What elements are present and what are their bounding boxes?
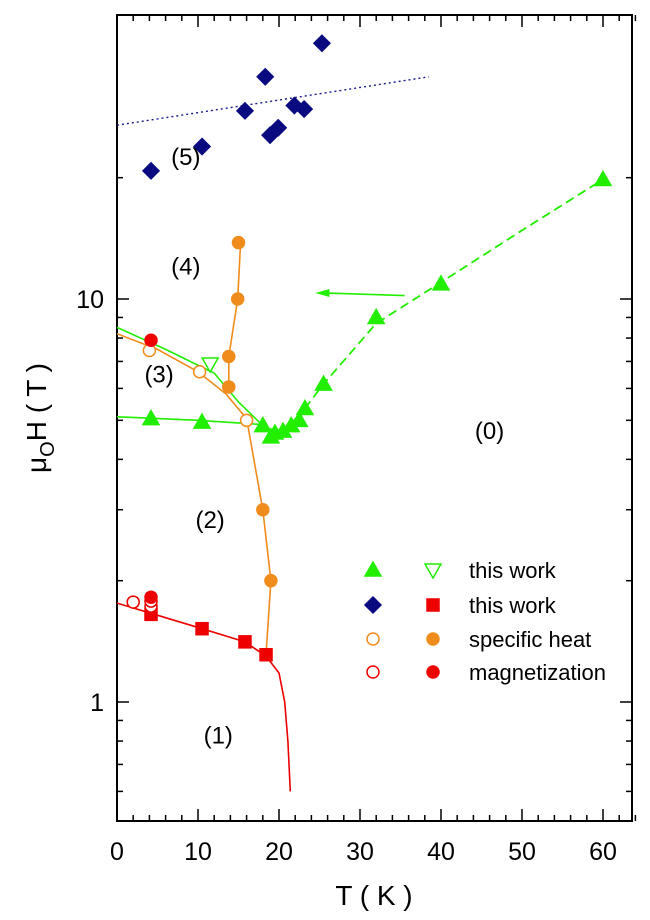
data-markers: [126, 34, 613, 662]
diamond-marker: [295, 100, 314, 119]
legend-marker: [366, 632, 380, 646]
legend-marker: [426, 665, 440, 679]
region-label: (1): [204, 722, 233, 749]
circle-marker: [192, 364, 207, 379]
diamond-marker: [235, 101, 255, 120]
diamond-marker: [192, 137, 212, 156]
region-label: (0): [475, 418, 504, 445]
circle-marker: [222, 349, 236, 364]
plot-frame: [116, 14, 633, 822]
arrow-head: [315, 288, 330, 297]
legend-marker: [366, 665, 380, 679]
phase-line-solid: [228, 236, 242, 387]
legend-label: this work: [469, 558, 557, 583]
region-label: (3): [144, 362, 173, 389]
circle-marker: [230, 292, 245, 306]
x-axis-label: T ( K ): [335, 880, 412, 911]
circle-marker: [126, 595, 140, 609]
y-tick-label: 10: [76, 286, 104, 314]
legend-label: specific heat: [469, 627, 591, 652]
legend-label: magnetization: [469, 660, 606, 685]
square-marker: [259, 647, 273, 662]
triangle-up-marker: [141, 409, 161, 426]
phase-line-solid: [117, 332, 272, 655]
y-axis-label: μOH ( T ): [21, 363, 59, 473]
legend: this work this work specific heat magnetiza…: [363, 558, 606, 685]
legend-marker: [426, 598, 440, 612]
triangle-up-marker: [593, 169, 613, 187]
circle-marker: [231, 235, 246, 250]
x-tick-label: 10: [184, 838, 212, 866]
region-label: (5): [171, 144, 200, 171]
y-axis-label-sub: O: [37, 441, 59, 457]
x-tick-label: 30: [346, 838, 374, 866]
legend-label: this work: [469, 593, 557, 618]
arrow-shaft: [323, 292, 405, 297]
triangle-up-marker: [289, 410, 309, 428]
region-label: (2): [195, 507, 224, 534]
triangle-up-marker: [431, 274, 451, 291]
x-tick-label: 60: [589, 838, 617, 866]
y-axis-label-mu: μ: [21, 457, 52, 473]
axis-ticks: 0 10 20 30 40 50 60 1 10: [76, 15, 637, 866]
region-labels: (0) (1) (2) (3) (4) (5): [144, 144, 504, 749]
x-tick-label: 0: [110, 838, 124, 866]
y-tick-label: 1: [90, 689, 104, 717]
circle-marker: [264, 573, 278, 588]
circle-marker: [239, 413, 254, 428]
diamond-marker: [312, 34, 331, 53]
y-axis-label-rest: H ( T ): [21, 363, 52, 441]
triangle-up-marker: [314, 374, 333, 391]
triangle-up-marker: [253, 416, 273, 433]
triangle-up-marker: [295, 398, 315, 416]
triangle-up-marker: [192, 412, 212, 429]
x-tick-label: 50: [508, 838, 536, 866]
x-tick-label: 40: [427, 838, 455, 866]
triangle-down-marker: [200, 357, 220, 374]
phase-line-dashed: [304, 178, 604, 410]
legend-marker: [363, 595, 383, 615]
circle-marker: [144, 590, 158, 604]
legend-marker: [363, 560, 383, 577]
legend-marker: [426, 632, 440, 646]
circle-marker: [144, 333, 158, 348]
square-marker: [195, 621, 209, 636]
triangle-up-marker: [366, 307, 386, 325]
phase-line-dotted: [117, 76, 429, 126]
diamond-marker: [256, 67, 275, 86]
x-tick-label: 20: [265, 838, 293, 866]
region-label: (4): [171, 254, 200, 281]
circle-marker: [256, 502, 270, 517]
diamond-marker: [269, 118, 288, 137]
diamond-marker: [141, 161, 161, 180]
circle-marker: [222, 380, 236, 394]
legend-marker: [423, 563, 443, 580]
square-marker: [238, 635, 252, 649]
svg-text:μOH ( T ): μOH ( T ): [21, 363, 59, 473]
